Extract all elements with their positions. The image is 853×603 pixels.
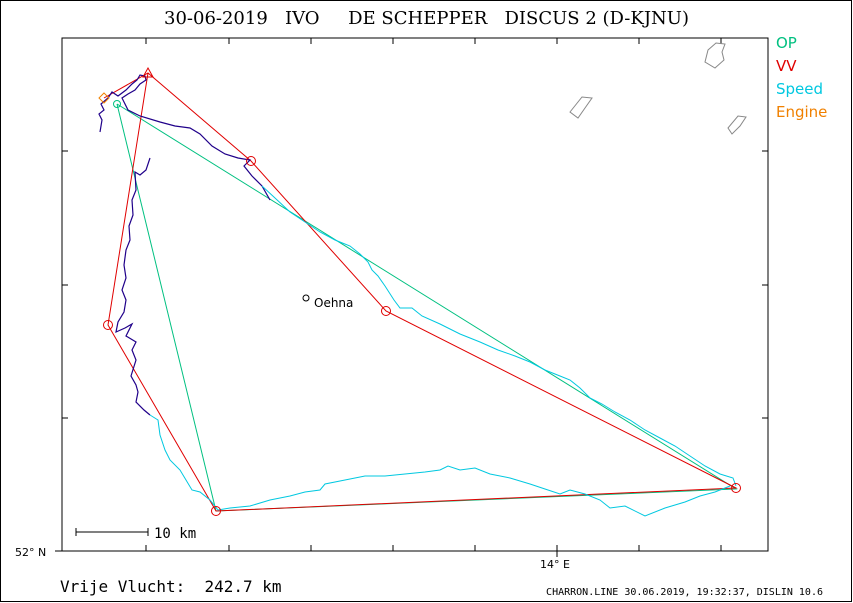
legend-op: OP (776, 34, 797, 52)
club-code: IVO (284, 8, 320, 29)
lake-shape (727, 115, 747, 135)
distance-label: Vrije Vlucht: (60, 577, 186, 596)
turnpoint-marker (731, 483, 741, 493)
speed-track (149, 185, 737, 517)
turnpoint-marker (211, 506, 221, 516)
scale-label: 10 km (154, 526, 196, 542)
legend-engine: Engine (776, 103, 828, 121)
flight-date: 30-06-2019 (164, 8, 268, 29)
op-task-line (116, 103, 738, 512)
finish-marker (98, 92, 110, 104)
lake-shape (569, 96, 593, 119)
legend-vv: VV (776, 57, 797, 75)
legend-speed: Speed (776, 80, 824, 98)
glider-name: DISCUS 2 (D-KJNU) (504, 8, 689, 29)
flight-title: 30-06-2019 IVO DE SCHEPPER DISCUS 2 (D-K… (0, 8, 853, 29)
flight-track-dark (98, 74, 271, 416)
turnpoint-marker (381, 306, 391, 316)
turnpoint-marker (103, 320, 113, 330)
lon-label: 14° E (540, 558, 570, 571)
scale-bar (75, 528, 149, 536)
lake-shape (704, 42, 726, 69)
distance-value: 242.7 km (204, 577, 282, 596)
start-marker (142, 66, 154, 78)
distance-readout: Vrije Vlucht: 242.7 km (60, 577, 282, 596)
left-ticks (55, 38, 768, 552)
place-label: Oehna (314, 296, 353, 310)
turnpoint-marker (246, 156, 256, 166)
pilot-name: DE SCHEPPER (348, 8, 488, 29)
lat-label: 52° N (15, 546, 46, 559)
vv-task-line (103, 72, 738, 512)
plot-border (61, 37, 769, 552)
place-marker (302, 294, 310, 302)
op-marker (113, 100, 121, 108)
footer-info: CHARRON.LINE 30.06.2019, 19:32:37, DISLI… (546, 587, 823, 598)
